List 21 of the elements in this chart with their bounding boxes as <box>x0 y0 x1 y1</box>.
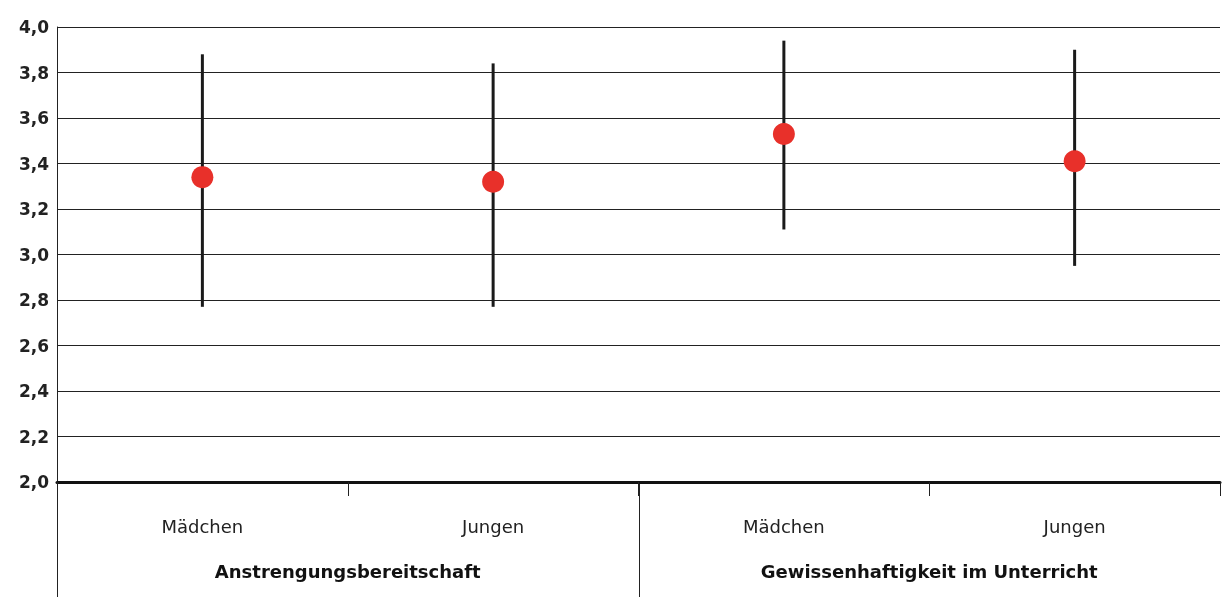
y-tick-label: 4,0 <box>18 17 50 37</box>
x-tick-label: Jungen <box>461 515 525 537</box>
x-tick-label: Mädchen <box>742 515 825 537</box>
y-tick-label: 3,8 <box>18 62 49 83</box>
y-tick-label: 2,6 <box>18 335 49 356</box>
y-tick-label: 3,0 <box>18 244 50 265</box>
y-tick-label: 2,4 <box>18 381 50 401</box>
y-tick-label: 3,2 <box>18 199 49 219</box>
y-tick-label: 3,6 <box>18 108 49 128</box>
point <box>482 170 505 193</box>
point <box>1063 150 1086 173</box>
y-tick-label: 2,0 <box>18 472 50 492</box>
y-tick-label: 2,8 <box>18 290 49 310</box>
y-tick-label: 3,4 <box>18 153 50 174</box>
y-tick-label: 2,2 <box>18 426 49 447</box>
x-tick-label: Jungen <box>1042 515 1106 537</box>
x-tick-label: Mädchen <box>161 515 244 537</box>
text: Anstrengungsbereitschaft <box>214 560 482 582</box>
point <box>191 166 214 189</box>
point <box>772 122 795 145</box>
text: Gewissenhaftigkeit im Unterricht <box>760 560 1099 582</box>
